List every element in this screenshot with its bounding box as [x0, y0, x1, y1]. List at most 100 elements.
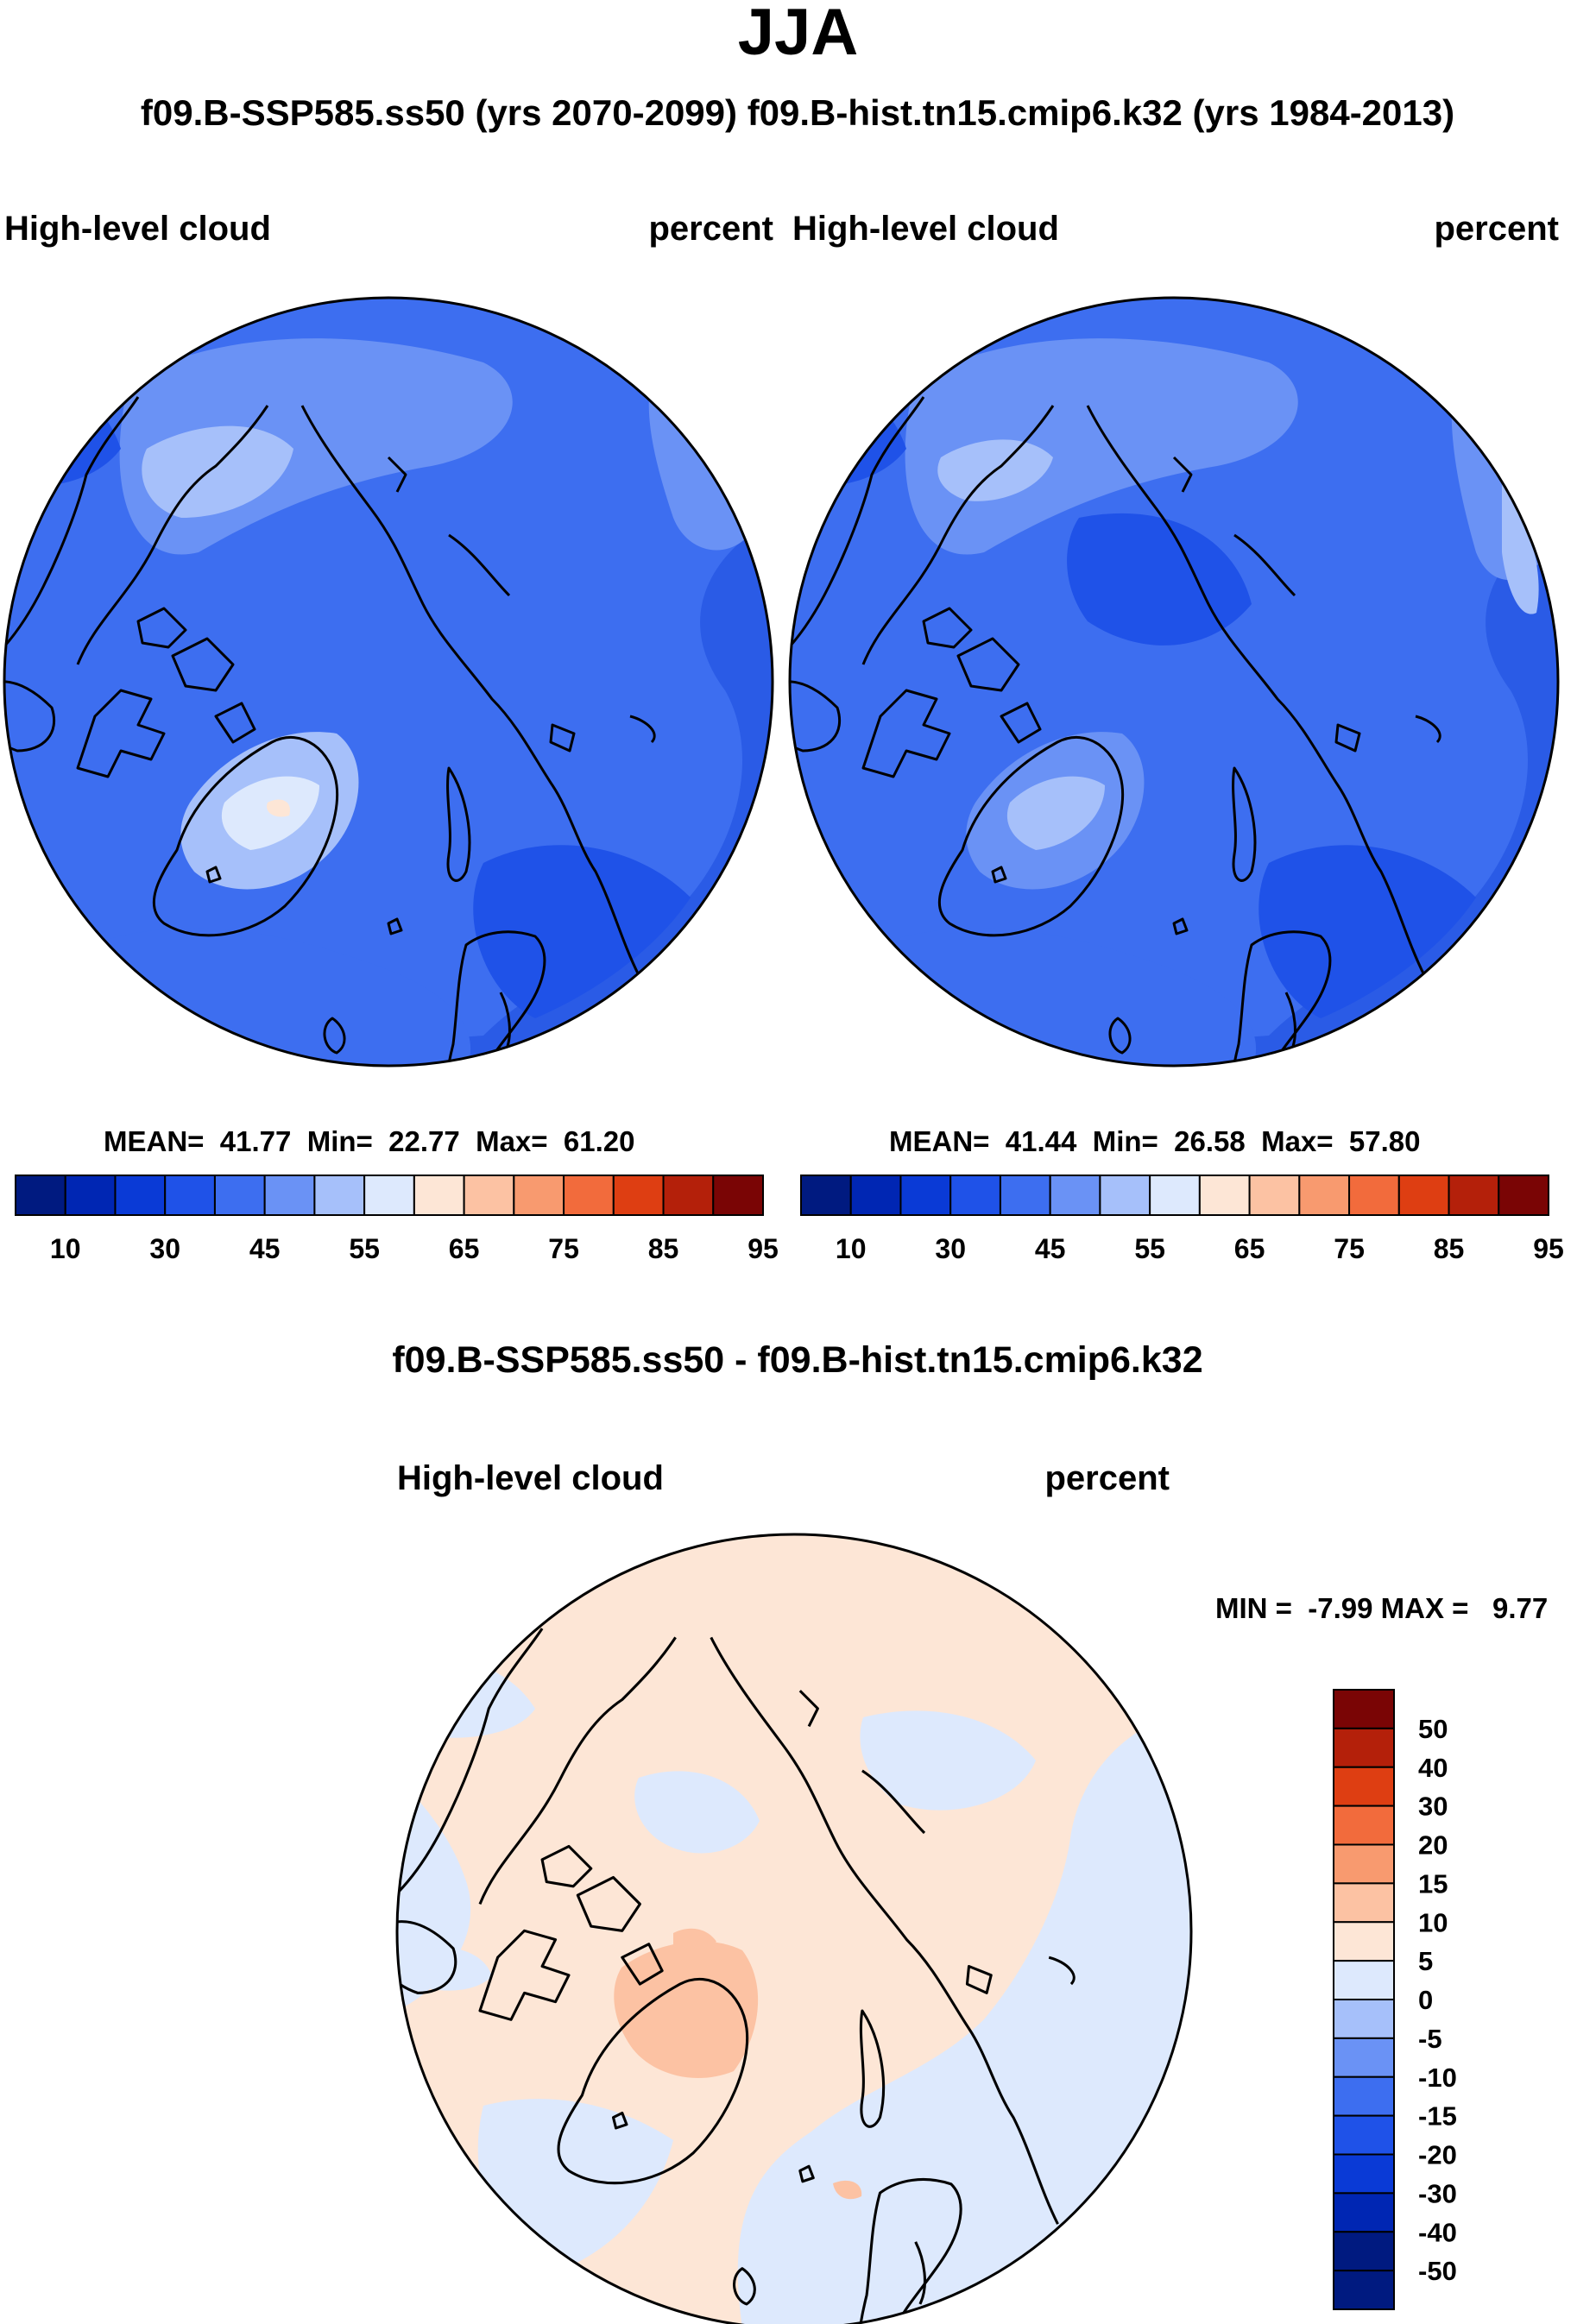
region-2-greenland-hi — [1006, 776, 1105, 850]
colorbar-diff-swatch — [1333, 2231, 1395, 2272]
header-left: f09.B-SSP585.ss50 (yrs 2070-2099) — [141, 92, 737, 133]
colorbar-1-swatch — [64, 1175, 117, 1216]
colorbar-2-tick-label: 95 — [1533, 1233, 1564, 1264]
region-1-deep-b — [473, 845, 691, 1018]
colorbar-1-tick-label: 30 — [149, 1233, 180, 1264]
colorbar-diff-tick-label: 0 — [1418, 1985, 1433, 2015]
colorbar-1-swatch — [313, 1175, 366, 1216]
colorbar-2-swatch — [1498, 1175, 1550, 1216]
colorbar-diff-tick-label: -40 — [1418, 2217, 1457, 2247]
colorbar-2-swatch — [949, 1175, 1001, 1216]
region-2-deep-b — [1259, 845, 1476, 1018]
colorbar-diff-tick-label: -50 — [1418, 2256, 1457, 2286]
diff-minmax: MIN = -7.99 MAX = 9.77 — [1215, 1592, 1548, 1624]
region-diff-pos10-a — [614, 1941, 759, 2079]
colorbar-2-swatch — [1298, 1175, 1351, 1216]
colorbar-2-tick-label: 10 — [836, 1233, 867, 1264]
region-2-deep-c — [1067, 513, 1252, 646]
map-panel-1 — [3, 296, 774, 1068]
colorbar-1-swatch — [213, 1175, 266, 1216]
colorbar-diff-tick-label: 15 — [1418, 1868, 1448, 1899]
map-panel-2 — [788, 296, 1560, 1068]
colorbar-diff-tick-label: -15 — [1418, 2101, 1457, 2132]
region-1-fde — [267, 799, 290, 817]
region-diff-neg-e — [414, 1947, 492, 1991]
colorbar-2-swatch — [1348, 1175, 1400, 1216]
region-1-c55 — [142, 425, 293, 518]
colorbar-diff-tick-label: 5 — [1418, 1946, 1433, 1976]
colorbar-2-swatch — [899, 1175, 952, 1216]
colorbar-1-swatch — [413, 1175, 465, 1216]
map-panel-diff — [395, 1533, 1193, 2324]
colorbar-1-swatch — [563, 1175, 615, 1216]
colorbar-diff-swatch — [1333, 1804, 1395, 1846]
colorbar-1-tick-label: 85 — [648, 1233, 679, 1264]
colorbar-1-tick-label: 75 — [548, 1233, 579, 1264]
colorbar-diff-swatch — [1333, 1960, 1395, 2000]
colorbar-diff-tick-label: 10 — [1418, 1907, 1448, 1937]
colorbar-1-tick-label: 95 — [748, 1233, 779, 1264]
colorbar-panel-2: 10 30 45 55 65 75 85 95 — [800, 1175, 1564, 1264]
colorbar-diff-swatch — [1333, 2037, 1395, 2078]
colorbar-2-tick-label: 65 — [1234, 1233, 1265, 1264]
colorbar-1-tick-label: 10 — [50, 1233, 81, 1264]
colorbar-diff-swatch — [1333, 1921, 1395, 1962]
colorbar-2-tick-label: 85 — [1434, 1233, 1465, 1264]
colorbar-2-swatch — [1448, 1175, 1500, 1216]
colorbar-diff-swatch — [1333, 2075, 1395, 2117]
colorbar-2-tick-label: 30 — [935, 1233, 966, 1264]
colorbar-diff-tick-label: -30 — [1418, 2178, 1457, 2208]
colorbar-1-swatch — [164, 1175, 216, 1216]
colorbar-diff-tick-label: -20 — [1418, 2140, 1457, 2170]
panel1-units: percent — [649, 210, 774, 248]
colorbar-1-swatch — [712, 1175, 764, 1216]
colorbar-diff-swatch — [1333, 2153, 1395, 2195]
panel2-variable: High-level cloud — [792, 210, 1059, 248]
colorbar-panel-1: 10 30 45 55 65 75 85 95 — [15, 1175, 779, 1264]
colorbar-1-swatch — [513, 1175, 565, 1216]
svg-text:f09.B-SSP585.ss50 (yrs 2070-20: f09.B-SSP585.ss50 (yrs 2070-2099) f09.B-… — [141, 92, 1454, 133]
colorbar-2-tick-label: 75 — [1334, 1233, 1365, 1264]
region-diff-pos10-c — [833, 2180, 862, 2200]
diff-variable: High-level cloud — [397, 1459, 664, 1497]
header-right: f09.B-hist.tn15.cmip6.k32 (yrs 1984-2013… — [748, 92, 1454, 133]
region-diff-neg-c — [860, 1710, 1036, 1811]
colorbar-1-swatch — [114, 1175, 167, 1216]
colorbar-diff-tick-label: 50 — [1418, 1714, 1448, 1744]
colorbar-2-tick-label: 45 — [1035, 1233, 1066, 1264]
colorbar-2-tick-label: 55 — [1134, 1233, 1165, 1264]
colorbar-1-swatch — [662, 1175, 715, 1216]
region-2-east-hi — [1502, 483, 1539, 614]
colorbar-diff-tick-label: 20 — [1418, 1830, 1448, 1861]
diff-units: percent — [1045, 1459, 1170, 1497]
colorbar-1-tick-label: 45 — [249, 1233, 281, 1264]
colorbar-diff-swatch — [1333, 1882, 1395, 1924]
colorbar-diff-swatch — [1333, 1727, 1395, 1768]
colorbar-2-swatch — [1198, 1175, 1251, 1216]
colorbar-1-swatch — [363, 1175, 415, 1216]
colorbar-2-swatch — [849, 1175, 902, 1216]
region-diff-neg-b — [634, 1771, 760, 1854]
panel2-stats: MEAN= 41.44 Min= 26.58 Max= 57.80 — [889, 1125, 1421, 1157]
colorbar-1-swatch — [612, 1175, 665, 1216]
region-diff-pos10-b — [673, 1928, 716, 1950]
colorbar-2-swatch — [1099, 1175, 1151, 1216]
colorbar-diff-swatch — [1333, 1999, 1395, 2039]
colorbar-diff-swatch — [1333, 2114, 1395, 2156]
colorbar-diff-tick-label: -10 — [1418, 2063, 1457, 2093]
colorbar-diff-tick-label: -5 — [1418, 2024, 1442, 2054]
colorbar-diff-tick-label: 30 — [1418, 1792, 1448, 1822]
panel1-stats: MEAN= 41.77 Min= 22.77 Max= 61.20 — [104, 1125, 635, 1157]
colorbar-1-swatch — [263, 1175, 316, 1216]
colorbar-2-swatch — [1149, 1175, 1201, 1216]
colorbar-diff-swatch — [1333, 1843, 1395, 1885]
colorbar-diff-swatch — [1333, 1689, 1395, 1729]
colorbar-2-swatch — [1248, 1175, 1301, 1216]
colorbar-diff-swatch — [1333, 1766, 1395, 1807]
colorbar-diff-tick-label: 40 — [1418, 1753, 1448, 1783]
colorbar-diff-swatch — [1333, 2270, 1395, 2310]
panel2-units: percent — [1435, 210, 1560, 248]
colorbar-diff-swatch — [1333, 2192, 1395, 2233]
colorbar-2-swatch — [1397, 1175, 1450, 1216]
